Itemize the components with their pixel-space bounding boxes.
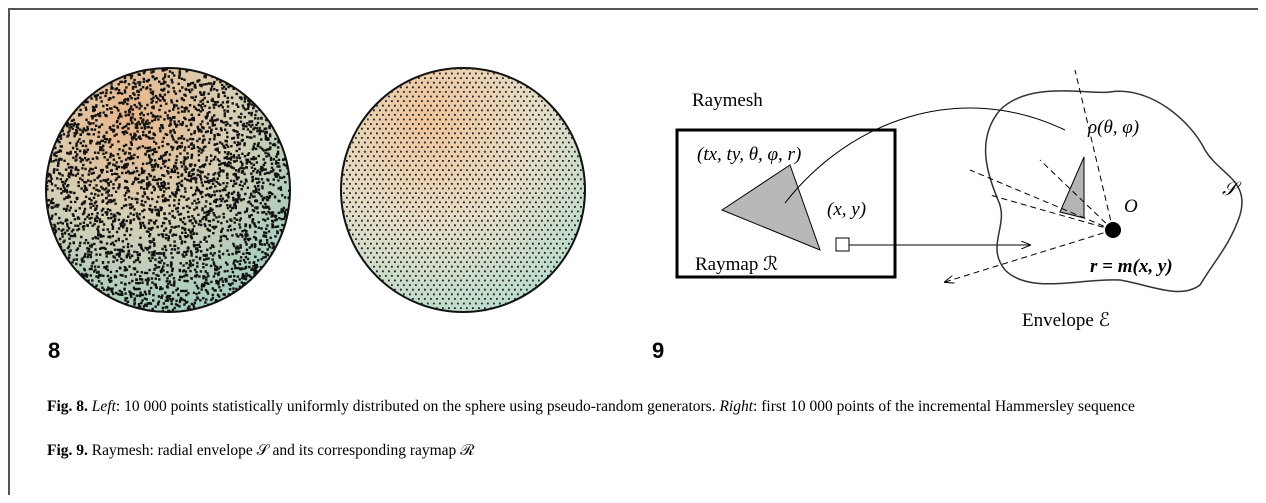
label: (x, y) [827,199,866,220]
label: Raymap ℛ [695,254,778,275]
caption-label: Fig. 8. [47,398,88,415]
pixel [836,238,849,251]
curve [785,108,1065,203]
caption-text: : 10 000 points statistically uniformly … [116,398,720,415]
label: (tx, ty, θ, φ, r) [697,144,801,165]
figures: 8 9 Raymesh (tx, ty, θ, φ, r) (x, y) Ray… [0,0,1266,400]
caption: Fig. 8. Left: 10 000 points statisticall… [47,396,1243,418]
caption: Fig. 9. Raymesh: radial envelope 𝒮 and i… [47,440,1243,462]
caption-text: Left [92,398,116,415]
caption-text: : first 10 000 points of the incremental… [753,398,1135,415]
label: Envelope ℰ [1022,310,1110,331]
caption-label: Fig. 9. [47,442,88,459]
figure-number: 8 [48,338,60,363]
origin-point [1105,222,1121,238]
figure-page: 8 9 Raymesh (tx, ty, θ, φ, r) (x, y) Ray… [0,0,1266,503]
label: ρ(θ, φ) [1087,117,1139,138]
label: O [1124,196,1138,217]
caption-text: Raymesh: radial envelope 𝒮 and its corre… [92,442,475,459]
label: r = m(x, y) [1090,256,1173,277]
caption-text: Right [719,398,753,415]
triangle [722,165,820,250]
label: Raymesh [692,90,763,111]
figure-number: 9 [652,338,664,363]
rays [945,70,1113,282]
